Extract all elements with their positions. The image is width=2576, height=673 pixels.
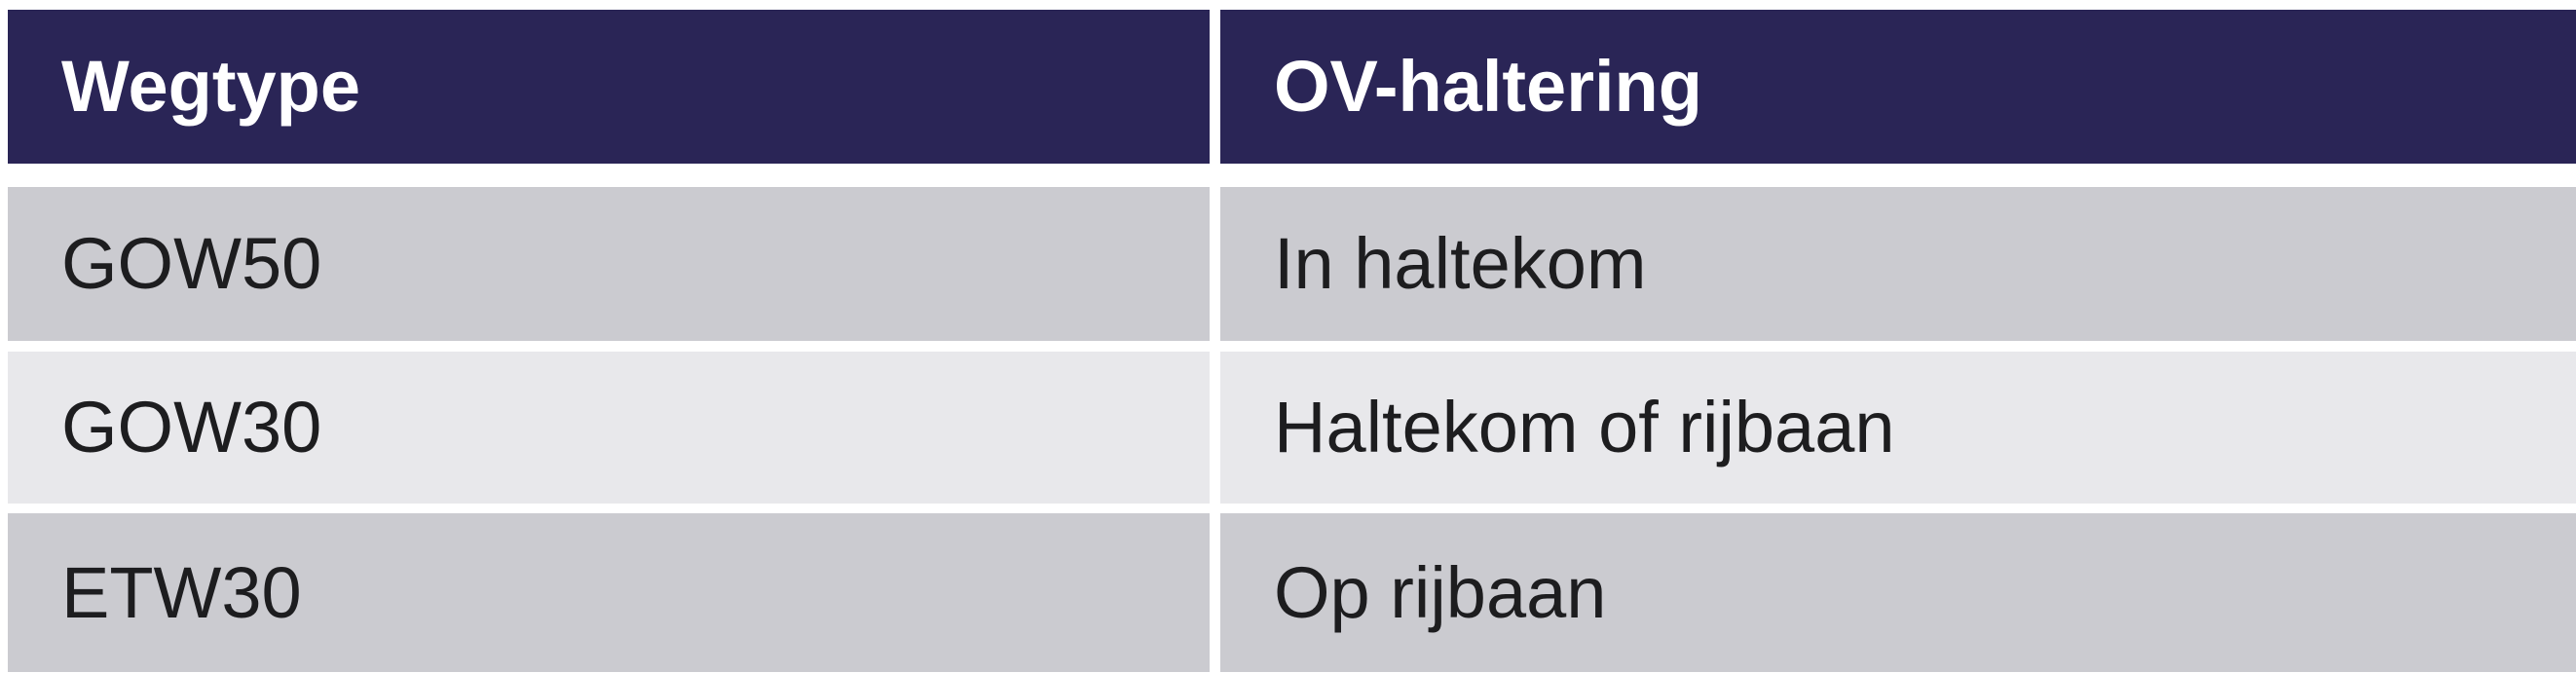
- cell-wegtype: GOW50: [8, 187, 1210, 341]
- table-row: GOW30 Haltekom of rijbaan: [8, 352, 2576, 504]
- cell-ov-haltering: Op rijbaan: [1220, 513, 2576, 672]
- table-row: ETW30 Op rijbaan: [8, 513, 2576, 672]
- column-header-wegtype: Wegtype: [8, 10, 1210, 164]
- cell-ov-haltering: Haltekom of rijbaan: [1220, 352, 2576, 504]
- table-header-row: Wegtype OV-haltering: [8, 10, 2576, 164]
- table-row: GOW50 In haltekom: [8, 187, 2576, 341]
- cell-ov-haltering: In haltekom: [1220, 187, 2576, 341]
- cell-wegtype: GOW30: [8, 352, 1210, 504]
- column-header-ov-haltering: OV-haltering: [1220, 10, 2576, 164]
- cell-wegtype: ETW30: [8, 513, 1210, 672]
